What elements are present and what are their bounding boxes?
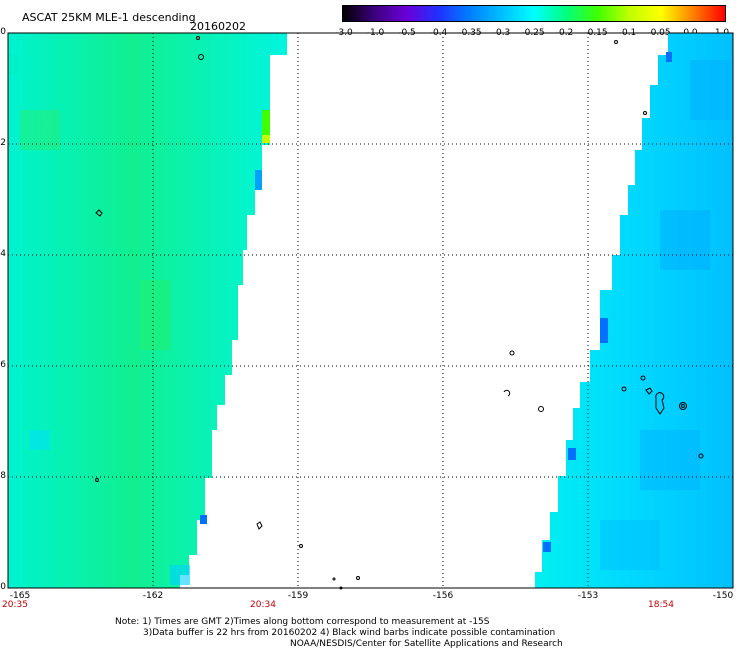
time-label-right: 18:54 (648, 600, 674, 610)
latitude-label: -20 (0, 582, 6, 592)
time-label-left: 20:35 (2, 600, 28, 610)
latitude-label: -16 (0, 360, 6, 370)
swath-pixel (600, 318, 608, 343)
swath-pixel (690, 60, 730, 120)
longitude-label: -165 (9, 591, 31, 601)
colorbar-gradient (343, 6, 725, 21)
latitude-label: -14 (0, 249, 6, 259)
note-line-2: 3)Data buffer is 22 hrs from 20160202 4)… (143, 628, 556, 638)
swath-pixel (255, 170, 262, 190)
swath-pixel (262, 110, 270, 135)
swath-pixel (640, 430, 700, 490)
time-label-middle: 20:34 (250, 600, 276, 610)
swath-pixel (262, 135, 270, 143)
swath-pixel (140, 280, 170, 350)
swath-pixel (666, 52, 672, 62)
note-line-3: NOAA/NESDIS/Center for Satellite Applica… (290, 639, 563, 649)
longitude-label: -162 (142, 591, 164, 601)
swath-pixel (568, 448, 576, 460)
swath-pixel (30, 430, 50, 450)
swath-pixel (600, 520, 660, 570)
graticule (8, 33, 733, 588)
latitude-label: -10 (0, 27, 6, 37)
map-date: 20160202 (190, 20, 246, 33)
longitude-label: -159 (287, 591, 309, 601)
swath-pixel (543, 542, 551, 552)
note-line-1: Note: 1) Times are GMT 2)Times along bot… (115, 617, 490, 627)
swath-pixel (8, 55, 18, 75)
colorbar (342, 5, 726, 22)
swath-pixel (660, 210, 710, 270)
right-swath (535, 33, 733, 588)
swath-pixel (20, 110, 60, 150)
swath-pixel (170, 565, 190, 585)
map-frame (7, 32, 734, 589)
map-title: ASCAT 25KM MLE-1 descending (22, 11, 196, 24)
longitude-label: -150 (712, 591, 734, 601)
island-contours (95, 36, 704, 590)
latitude-label: -12 (0, 138, 6, 148)
swath-pixel (200, 515, 207, 524)
longitude-label: -153 (577, 591, 599, 601)
longitude-label: -156 (432, 591, 454, 601)
latitude-label: -18 (0, 471, 6, 481)
